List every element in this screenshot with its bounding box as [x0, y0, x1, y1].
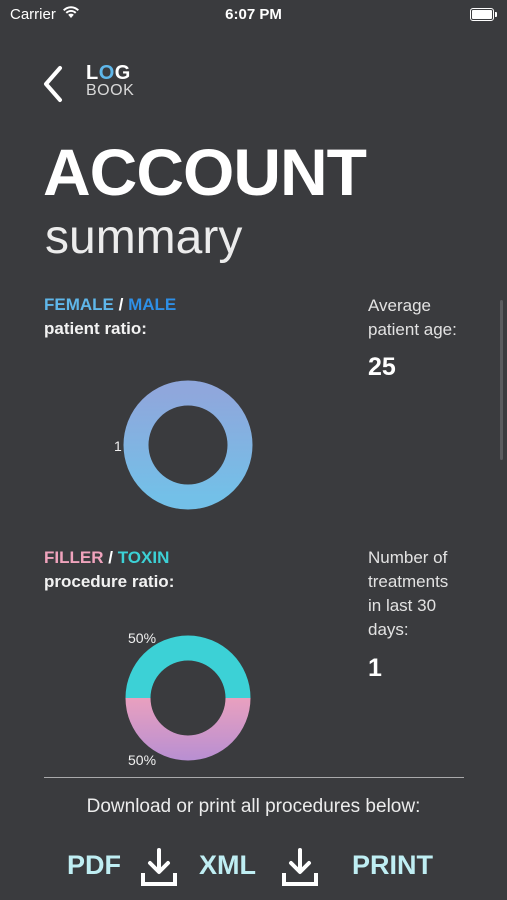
logo-letter-g: G [114, 62, 131, 84]
wifi-icon [63, 6, 79, 18]
scrollbar[interactable] [500, 300, 503, 460]
page-title: ACCOUNT [43, 135, 367, 209]
divider [44, 777, 464, 778]
logo-bottom-text: BOOK [86, 82, 135, 99]
logo-letter-l: L [86, 62, 99, 84]
download-caption: Download or print all procedures below: [86, 796, 421, 817]
gender-slash: / [118, 295, 124, 314]
back-button[interactable] [38, 62, 72, 106]
logo-letter-o: O [98, 62, 115, 84]
procedure-ratio-caption: procedure ratio: [44, 572, 175, 591]
procedure-ratio-chart: 50% 50% [125, 630, 251, 768]
filler-label: FILLER [44, 548, 104, 567]
average-age-caption-line1: Average [368, 296, 432, 315]
treatments-caption-line3: in last 30 [368, 596, 437, 615]
treatments-caption-line4: days: [368, 620, 409, 639]
toxin-percent-label: 50% [128, 630, 156, 646]
average-age-caption-line2: patient age: [368, 320, 457, 339]
procedure-ratio-heading: FILLER / TOXIN [44, 546, 169, 570]
status-bar: Carrier 6:07 PM [0, 0, 507, 30]
procedure-slash: / [108, 548, 113, 567]
treatments-caption-line2: treatments [368, 572, 449, 591]
filler-percent-label: 50% [128, 752, 156, 768]
treatments-caption: Number of treatments in last 30 days: [368, 546, 448, 642]
logo-top-text: LOG [86, 62, 134, 84]
gender-ratio-heading: FEMALE / MALE [44, 293, 176, 317]
toxin-label: TOXIN [117, 548, 170, 567]
filler-slice [125, 698, 251, 761]
xml-download-icon[interactable] [281, 847, 319, 887]
gender-ratio-ring [123, 380, 253, 510]
male-label: MALE [128, 295, 177, 314]
pdf-download-icon[interactable] [140, 847, 178, 887]
logbook-logo: LOG BOOK [86, 62, 135, 100]
battery-icon [470, 8, 497, 21]
chevron-left-icon [44, 66, 62, 102]
treatments-caption-line1: Number of [368, 548, 448, 567]
gender-data-label: 1 [114, 438, 122, 454]
carrier-label: Carrier [10, 6, 56, 23]
average-age-value: 25 [368, 353, 396, 381]
print-button[interactable]: PRINT [352, 850, 433, 880]
xml-button[interactable]: XML [199, 850, 256, 880]
pdf-button[interactable]: PDF [67, 850, 121, 880]
toxin-slice [125, 635, 251, 698]
female-label: FEMALE [44, 295, 114, 314]
gender-ratio-caption: patient ratio: [44, 319, 147, 338]
gender-ratio-chart: 1 [114, 380, 253, 510]
page-subtitle: summary [45, 211, 243, 264]
treatments-value: 1 [368, 654, 382, 682]
average-age-caption: Average patient age: [368, 294, 457, 342]
status-time: 6:07 PM [225, 6, 282, 23]
